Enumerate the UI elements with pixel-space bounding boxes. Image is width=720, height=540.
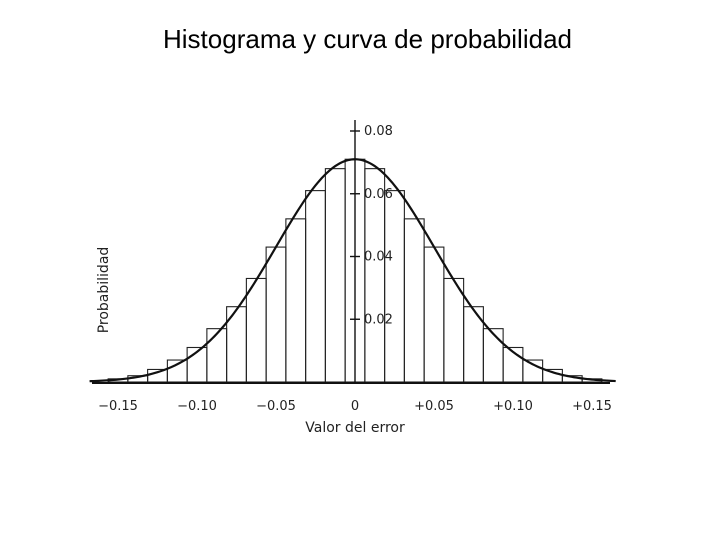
histogram-bar bbox=[384, 190, 405, 383]
x-tick-label: +0.10 bbox=[493, 399, 533, 414]
page-title: Histograma y curva de probabilidad bbox=[163, 24, 572, 54]
histogram-bar bbox=[305, 190, 326, 383]
y-tick-label: 0.08 bbox=[364, 124, 393, 139]
y-tick-label: 0.04 bbox=[364, 250, 393, 265]
x-tick-label: +0.05 bbox=[414, 399, 454, 414]
x-axis-label: Valor del error bbox=[305, 420, 405, 436]
y-tick-label: 0.06 bbox=[364, 187, 393, 202]
histogram-bar bbox=[423, 246, 445, 383]
histogram-bar bbox=[443, 277, 465, 383]
histogram-bar bbox=[265, 246, 287, 383]
probability-curve bbox=[89, 158, 616, 383]
x-tick-label: 0 bbox=[351, 399, 359, 414]
y-axis-label: Probabilidad bbox=[96, 247, 112, 334]
histogram-bar bbox=[403, 218, 425, 383]
histogram-bar bbox=[245, 277, 267, 383]
x-tick-label: −0.05 bbox=[256, 399, 296, 414]
axis-ticks: −0.15 −0.10 −0.05 0 +0.05 +0.10 +0.15 0.02 0.04 0… bbox=[98, 124, 612, 414]
x-tick-label: +0.15 bbox=[572, 399, 612, 414]
histogram-bar bbox=[324, 168, 346, 383]
x-tick-label: −0.10 bbox=[177, 399, 217, 414]
x-tick-label: −0.15 bbox=[98, 399, 138, 414]
histogram-bar bbox=[482, 328, 504, 383]
y-tick-label: 0.02 bbox=[364, 312, 393, 327]
histogram-bar bbox=[285, 218, 307, 383]
histogram-bar bbox=[206, 328, 228, 383]
